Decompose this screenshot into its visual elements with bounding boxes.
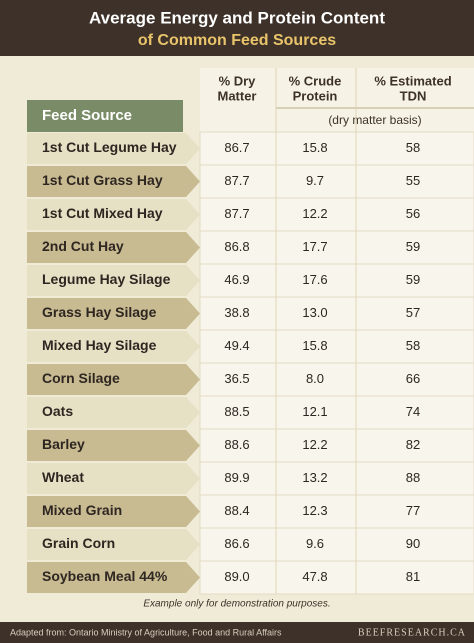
- row-label: 2nd Cut Hay: [42, 238, 124, 254]
- row-label-arrow: [27, 364, 200, 395]
- row-label: 1st Cut Grass Hay: [42, 172, 163, 188]
- row-cells: [199, 527, 474, 562]
- column-header: % Dry: [219, 73, 257, 88]
- cell-value: 58: [406, 338, 420, 353]
- cell-value: 36.5: [224, 371, 249, 386]
- row-cells: [199, 329, 474, 364]
- source: Adapted from: Ontario Ministry of Agricu…: [10, 627, 282, 637]
- row-label: Grass Hay Silage: [42, 304, 157, 320]
- cell-value: 90: [406, 536, 420, 551]
- row-label: Grain Corn: [42, 535, 115, 551]
- row-label: Barley: [42, 436, 85, 452]
- cell-value: 88.4: [224, 503, 249, 518]
- row-cells: [199, 263, 474, 298]
- row-cells: [199, 428, 474, 463]
- header-band: [0, 0, 474, 56]
- row-cells: [199, 131, 474, 166]
- row-label-arrow: [27, 298, 200, 329]
- cell-value: 88: [406, 470, 420, 485]
- column-header: TDN: [400, 88, 427, 103]
- cell-value: 56: [406, 206, 420, 221]
- row-cells: [199, 296, 474, 331]
- basis-note: (dry matter basis): [328, 113, 421, 127]
- row-label-arrow: [27, 265, 200, 296]
- cell-value: 47.8: [302, 569, 327, 584]
- cell-value: 55: [406, 173, 420, 188]
- row-label-arrow: [27, 397, 200, 428]
- row-label: 1st Cut Mixed Hay: [42, 205, 163, 221]
- cell-value: 49.4: [224, 338, 249, 353]
- cell-value: 17.7: [302, 239, 327, 254]
- cell-value: 13.0: [302, 305, 327, 320]
- column-header: % Crude: [289, 73, 342, 88]
- cell-value: 38.8: [224, 305, 249, 320]
- column-header: Protein: [293, 88, 338, 103]
- cell-value: 86.6: [224, 536, 249, 551]
- row-label-arrow: [27, 331, 200, 362]
- cell-value: 77: [406, 503, 420, 518]
- row-label: Corn Silage: [42, 370, 120, 386]
- cell-value: 88.5: [224, 404, 249, 419]
- row-label: Mixed Grain: [42, 502, 122, 518]
- cell-value: 87.7: [224, 206, 249, 221]
- cell-value: 58: [406, 140, 420, 155]
- cell-value: 57: [406, 305, 420, 320]
- row-label-arrow: [27, 529, 200, 560]
- row-label-arrow: [27, 463, 200, 494]
- row-label: Mixed Hay Silage: [42, 337, 157, 353]
- column-header: Matter: [217, 88, 256, 103]
- cell-value: 86.8: [224, 239, 249, 254]
- cell-value: 59: [406, 272, 420, 287]
- cell-value: 87.7: [224, 173, 249, 188]
- cell-value: 81: [406, 569, 420, 584]
- subtitle: of Common Feed Sources: [138, 32, 336, 49]
- cell-value: 9.6: [306, 536, 324, 551]
- row-cells: [199, 197, 474, 232]
- cell-value: 66: [406, 371, 420, 386]
- row-cells: [199, 230, 474, 265]
- row-cells: [199, 395, 474, 430]
- cell-value: 82: [406, 437, 420, 452]
- note: Example only for demonstration purposes.: [143, 599, 330, 610]
- cell-value: 9.7: [306, 173, 324, 188]
- row-header: Feed Source: [42, 107, 132, 124]
- cell-value: 12.2: [302, 437, 327, 452]
- cell-value: 74: [406, 404, 420, 419]
- cell-value: 46.9: [224, 272, 249, 287]
- row-label: Legume Hay Silage: [42, 271, 171, 287]
- column-header: % Estimated: [374, 73, 451, 88]
- cell-value: 15.8: [302, 140, 327, 155]
- row-label: Soybean Meal 44%: [42, 568, 168, 584]
- cell-value: 86.7: [224, 140, 249, 155]
- cell-value: 89.0: [224, 569, 249, 584]
- row-cells: [199, 494, 474, 529]
- cell-value: 88.6: [224, 437, 249, 452]
- row-label-arrow: [27, 166, 200, 197]
- cell-value: 12.3: [302, 503, 327, 518]
- row-cells: [199, 461, 474, 496]
- cell-value: 59: [406, 239, 420, 254]
- row-label-arrow: [27, 232, 200, 263]
- row-label-arrow: [27, 199, 200, 230]
- column-header-area: [200, 68, 474, 132]
- footer-band: [0, 622, 474, 643]
- cell-value: 15.8: [302, 338, 327, 353]
- row-label-arrow: [27, 133, 200, 164]
- row-label: Oats: [42, 403, 73, 419]
- cell-value: 8.0: [306, 371, 324, 386]
- row-label-arrow: [27, 430, 200, 461]
- cell-value: 12.1: [302, 404, 327, 419]
- row-header-box: [27, 100, 183, 132]
- row-label-arrow: [27, 562, 200, 593]
- cell-value: 89.9: [224, 470, 249, 485]
- cell-value: 12.2: [302, 206, 327, 221]
- cell-value: 17.6: [302, 272, 327, 287]
- title: Average Energy and Protein Content: [89, 8, 385, 27]
- site: BEEFRESEARCH.CA: [358, 627, 466, 638]
- row-label: Wheat: [42, 469, 84, 485]
- row-label: 1st Cut Legume Hay: [42, 139, 177, 155]
- row-label-arrow: [27, 496, 200, 527]
- cell-value: 13.2: [302, 470, 327, 485]
